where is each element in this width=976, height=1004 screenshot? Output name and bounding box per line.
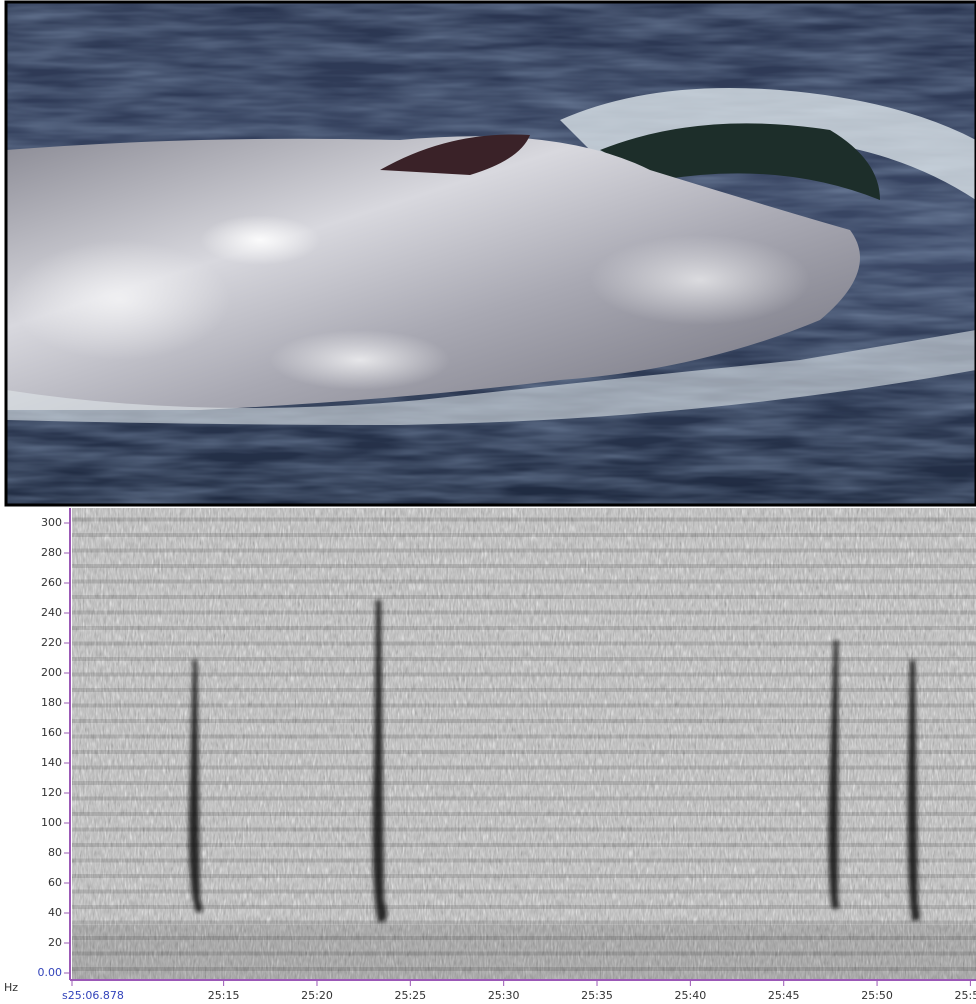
y-tick-label: 60 — [48, 876, 62, 889]
x-tick-label: 25:55 — [955, 989, 976, 1002]
x-tick-label: 25:50 — [861, 989, 893, 1002]
x-tick-label: 25:30 — [488, 989, 520, 1002]
whale-photo — [6, 2, 976, 505]
y-tick-label: 220 — [41, 636, 62, 649]
y-tick-label: 140 — [41, 756, 62, 769]
x-tick-label: s25:06.878 — [62, 989, 124, 1002]
x-tick-label: 25:45 — [768, 989, 800, 1002]
y-tick-label: 260 — [41, 576, 62, 589]
y-tick-label: 0.00 — [38, 966, 63, 979]
y-tick-label: 20 — [48, 936, 62, 949]
figure: 0.00 20 40 60 80 100 120 140 160 180 200 220 240 260 2… — [0, 0, 976, 1004]
y-tick-label: 120 — [41, 786, 62, 799]
spectrogram — [72, 508, 976, 980]
x-tick-label: 25:20 — [301, 989, 333, 1002]
x-tick-label: 25:15 — [208, 989, 240, 1002]
y-tick-label: 100 — [41, 816, 62, 829]
y-tick-label: 80 — [48, 846, 62, 859]
y-tick-label: 200 — [41, 666, 62, 679]
y-tick-label: 160 — [41, 726, 62, 739]
x-tick-label: 25:40 — [675, 989, 707, 1002]
y-tick-label: 180 — [41, 696, 62, 709]
y-tick-label: 240 — [41, 606, 62, 619]
x-tick-label: 25:25 — [394, 989, 426, 1002]
y-unit-label: Hz — [4, 981, 18, 994]
y-tick-label: 300 — [41, 516, 62, 529]
x-tick-label: 25:35 — [581, 989, 613, 1002]
y-tick-label: 280 — [41, 546, 62, 559]
y-tick-label: 40 — [48, 906, 62, 919]
